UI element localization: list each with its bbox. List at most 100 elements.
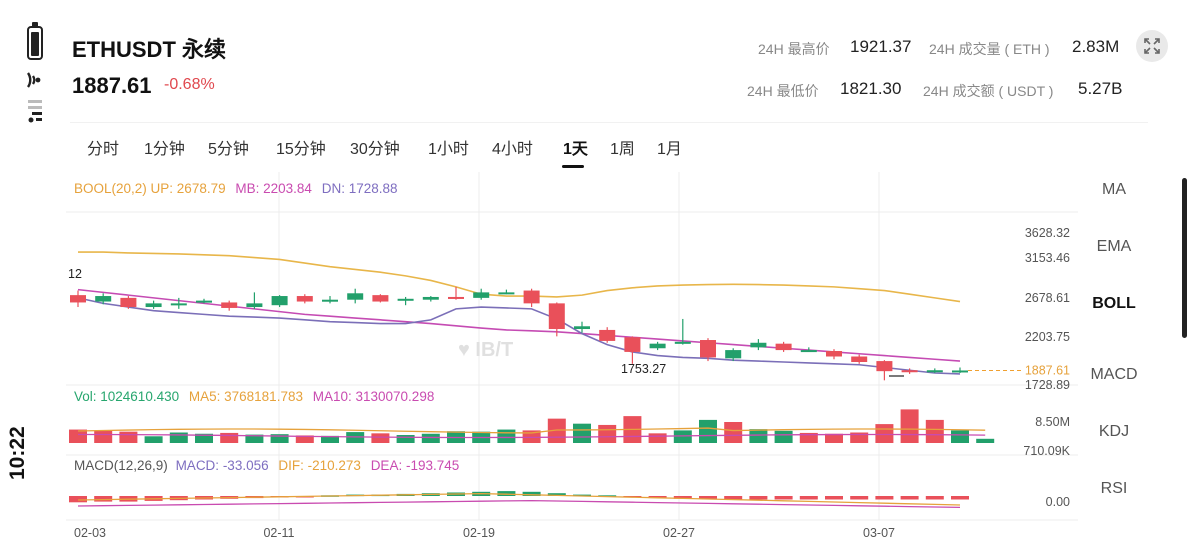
volume-bar xyxy=(94,430,113,443)
volume-bar xyxy=(169,432,188,443)
volume-legend: Vol: 1024610.430 MA5: 3768181.783 MA10: … xyxy=(74,389,434,404)
price-axis-label: 2203.75 xyxy=(1025,330,1070,344)
macd-bar xyxy=(774,496,793,500)
macd-bar xyxy=(825,496,843,500)
high-value: 1921.37 xyxy=(850,37,912,56)
volume-usdt-label: 24H 成交额 ( USDT ) xyxy=(923,83,1054,99)
candle-body xyxy=(674,341,691,344)
tab-1[interactable]: 1分钟 xyxy=(144,141,185,158)
volume-bar xyxy=(900,409,919,443)
volume-usdt-value: 5.27B xyxy=(1078,79,1123,98)
tab-8[interactable]: 1周 xyxy=(610,141,635,158)
indicator-ema[interactable]: EMA xyxy=(1096,238,1132,255)
indicator-ma[interactable]: MA xyxy=(1102,181,1126,198)
scrollbar[interactable] xyxy=(1182,178,1187,338)
tab-7[interactable]: 1天 xyxy=(563,141,588,158)
watermark: ♥ IB/T xyxy=(458,339,513,361)
signal-icon xyxy=(28,100,42,123)
tab-0[interactable]: 分时 xyxy=(87,141,120,158)
low-label: 24H 最低价 xyxy=(747,83,819,99)
candle-body xyxy=(876,361,893,372)
candle-body xyxy=(145,303,162,308)
volume-bar xyxy=(295,435,314,443)
volume-bar xyxy=(245,434,264,443)
volume-bar xyxy=(925,419,944,443)
status-bar: 10:22 xyxy=(0,0,70,554)
boll-dn: DN: 1728.88 xyxy=(321,181,398,196)
candle-body xyxy=(548,303,565,330)
indicator-kdj[interactable]: KDJ xyxy=(1098,423,1130,440)
candle-body xyxy=(700,340,716,358)
dea-value: DEA: -193.745 xyxy=(370,458,460,473)
macd-bar xyxy=(951,496,969,500)
volume-axis-top: 8.50M xyxy=(1035,415,1070,429)
battery-icon xyxy=(27,22,43,60)
macd-bar xyxy=(94,496,113,502)
candle-body xyxy=(347,293,364,300)
volume-bar xyxy=(673,430,692,443)
candle-body xyxy=(95,296,112,302)
candle-body xyxy=(952,370,968,373)
current-price-label: 1887.61 xyxy=(1025,363,1070,377)
tab-3[interactable]: 15分钟 xyxy=(276,141,326,158)
tab-2[interactable]: 5分钟 xyxy=(208,141,249,158)
macd-bar xyxy=(900,496,919,500)
macd-bar xyxy=(875,496,894,500)
boll-name: BOOL(20,2) xyxy=(74,181,147,196)
candle-body xyxy=(397,298,414,301)
ma5-line xyxy=(77,427,986,434)
candle-body xyxy=(800,350,817,353)
expand-icon xyxy=(1144,38,1160,54)
macd-bar xyxy=(749,496,768,500)
boll-up: UP: 2678.79 xyxy=(150,181,226,196)
volume-bar xyxy=(699,419,717,443)
candle-body xyxy=(750,342,767,348)
boll-legend: BOOL(20,2) UP: 2678.79 MB: 2203.84 DN: 1… xyxy=(74,181,398,196)
price-axis-label: 3628.32 xyxy=(1025,226,1070,240)
tab-5[interactable]: 1小时 xyxy=(428,141,469,158)
ma5-value: MA5: 3768181.783 xyxy=(188,389,303,404)
tab-9[interactable]: 1月 xyxy=(657,141,682,158)
macd-bar xyxy=(673,496,692,499)
macd-value: MACD: -33.056 xyxy=(175,458,269,473)
candle-body xyxy=(725,350,742,359)
fullscreen-button[interactable] xyxy=(1136,30,1168,62)
candle-body xyxy=(322,299,338,302)
tab-4[interactable]: 30分钟 xyxy=(350,141,400,158)
date-axis-label: 03-07 xyxy=(863,526,895,540)
ma10-value: MA10: 3130070.298 xyxy=(312,389,435,404)
volume-eth-label: 24H 成交量 ( ETH ) xyxy=(929,41,1050,57)
tab-6[interactable]: 4小时 xyxy=(492,141,533,158)
volume-bar xyxy=(724,422,743,443)
macd-bar xyxy=(522,491,541,496)
boll-lower-line xyxy=(77,297,961,375)
high-label: 24H 最高价 xyxy=(758,41,830,57)
indicator-boll[interactable]: BOLL xyxy=(1092,295,1136,312)
macd-bar xyxy=(925,496,944,500)
volume-bar xyxy=(573,423,591,443)
date-axis-label: 02-03 xyxy=(74,526,106,540)
candle-body xyxy=(120,297,137,308)
ma10-line xyxy=(77,433,986,439)
macd-legend: MACD(12,26,9) MACD: -33.056 DIF: -210.27… xyxy=(74,458,459,473)
volume-bar xyxy=(598,424,617,443)
candle-body xyxy=(574,326,590,330)
macd-axis-label: 0.00 xyxy=(1046,495,1070,509)
price-axis-label: 3153.46 xyxy=(1025,251,1070,265)
date-axis-label: 02-27 xyxy=(663,526,695,540)
volume-bar xyxy=(799,432,818,443)
indicator-rsi[interactable]: RSI xyxy=(1100,480,1128,497)
volume-bar xyxy=(951,430,969,443)
candle-body xyxy=(901,370,918,373)
candle-body xyxy=(170,303,187,306)
candle-body xyxy=(775,343,792,351)
candle-body xyxy=(473,292,490,298)
volume-bar xyxy=(774,430,793,443)
volume-bar xyxy=(850,432,869,443)
low-annotation: 1753.27 xyxy=(621,362,666,376)
macd-name: MACD(12,26,9) xyxy=(74,458,168,473)
macd-bar xyxy=(699,496,717,499)
price-axis-label: 2678.61 xyxy=(1025,291,1070,305)
indicator-macd[interactable]: MACD xyxy=(1090,366,1138,383)
